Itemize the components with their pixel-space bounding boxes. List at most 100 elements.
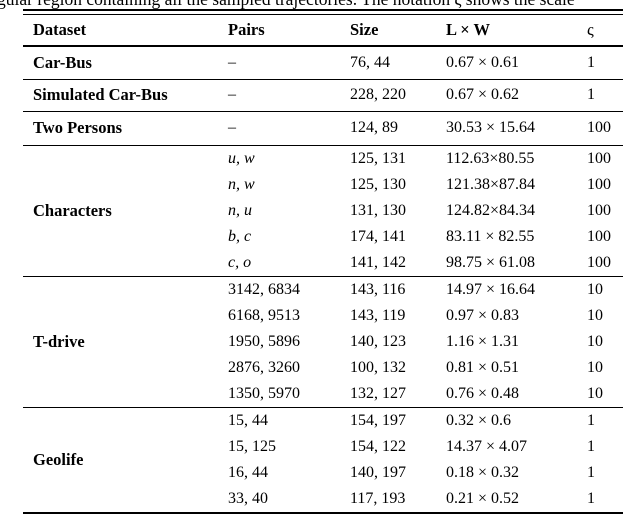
cell-scale: 10 xyxy=(587,384,603,402)
group-characters: Characters u, w 125, 131 112.63×80.55 10… xyxy=(23,146,623,276)
cell-lw: 0.67 × 0.62 xyxy=(446,86,520,103)
table-row: 16, 44 140, 197 0.18 × 0.32 1 xyxy=(228,460,623,486)
cell-scale: 1 xyxy=(587,411,595,429)
cell-scale: 10 xyxy=(587,358,603,376)
cell-lw: 1.16 × 1.31 xyxy=(446,332,520,350)
cell-scale: 100 xyxy=(587,201,611,219)
dataset-label: Simulated Car-Bus xyxy=(33,85,168,104)
section-rule xyxy=(23,110,623,112)
cell-pairs: n, w xyxy=(228,175,255,193)
cell-pairs: – xyxy=(228,86,236,103)
table-row: 3142, 6834 143, 116 14.97 × 16.64 10 xyxy=(228,277,623,303)
cell-pairs: 1950, 5896 xyxy=(228,332,300,350)
table-row: 1350, 5970 132, 127 0.76 × 0.48 10 xyxy=(228,381,623,407)
cell-scale: 1 xyxy=(587,53,595,71)
table-row: – 124, 89 30.53 × 15.64 100 xyxy=(228,115,623,141)
cell-lw: 0.97 × 0.83 xyxy=(446,306,520,324)
cell-size: 131, 130 xyxy=(350,201,406,219)
cell-size: 154, 197 xyxy=(350,411,406,429)
cell-pairs: 15, 125 xyxy=(228,437,276,455)
dataset-label: Two Persons xyxy=(33,118,123,137)
cell-scale: 1 xyxy=(587,437,595,455)
group-two-persons: Two Persons – 124, 89 30.53 × 15.64 100 xyxy=(23,112,623,145)
cell-lw: 112.63×80.55 xyxy=(446,149,535,167)
cell-lw: 14.37 × 4.07 xyxy=(446,437,528,455)
header-scale: ς xyxy=(587,19,594,39)
cell-size: 228, 220 xyxy=(350,86,406,103)
section-rule xyxy=(23,406,623,408)
cell-pairs: 33, 40 xyxy=(228,489,268,507)
cell-lw: 0.18 × 0.32 xyxy=(446,463,520,481)
dataset-label: T-drive xyxy=(33,331,85,351)
cell-scale: 1 xyxy=(587,86,595,103)
table-bottom-rule xyxy=(23,511,623,514)
cell-pairs: b, c xyxy=(228,227,252,245)
cell-lw: 0.76 × 0.48 xyxy=(446,384,520,402)
cell-pairs: – xyxy=(228,53,236,71)
group-car-bus: Car-Bus – 76, 44 0.67 × 0.61 1 xyxy=(23,47,623,79)
table-row: 15, 44 154, 197 0.32 × 0.6 1 xyxy=(228,408,623,434)
cell-pairs: c, o xyxy=(228,253,252,271)
cell-pairs: 16, 44 xyxy=(228,463,268,481)
cell-lw: 0.32 × 0.6 xyxy=(446,411,512,429)
table-row: 1950, 5896 140, 123 1.16 × 1.31 10 xyxy=(228,329,623,355)
cell-lw: 30.53 × 15.64 xyxy=(446,119,536,136)
header-rule xyxy=(23,44,623,47)
cell-size: 125, 131 xyxy=(350,149,406,167)
cell-pairs: 6168, 9513 xyxy=(228,306,300,324)
table-row: 6168, 9513 143, 119 0.97 × 0.83 10 xyxy=(228,303,623,329)
section-rule xyxy=(23,144,623,146)
cell-lw: 121.38×87.84 xyxy=(446,175,536,193)
caption-fragment: gular region containing all the sampled … xyxy=(0,0,640,8)
cell-scale: 10 xyxy=(587,306,603,324)
section-rule xyxy=(23,78,623,80)
header-dataset: Dataset xyxy=(33,19,87,39)
cell-lw: 14.97 × 16.64 xyxy=(446,280,536,298)
table-header-row: Dataset Pairs Size L × W ς xyxy=(23,15,623,45)
cell-scale: 100 xyxy=(587,149,611,167)
cell-size: 140, 123 xyxy=(350,332,406,350)
group-simulated-car-bus: Simulated Car-Bus – 228, 220 0.67 × 0.62… xyxy=(23,80,623,111)
cell-pairs: 1350, 5970 xyxy=(228,384,300,402)
cell-scale: 100 xyxy=(587,253,611,271)
cell-pairs: 3142, 6834 xyxy=(228,280,300,298)
cell-scale: 100 xyxy=(587,227,611,245)
cell-size: 132, 127 xyxy=(350,384,406,402)
cell-pairs: – xyxy=(228,119,236,136)
group-t-drive: T-drive 3142, 6834 143, 116 14.97 × 16.6… xyxy=(23,277,623,407)
cell-size: 124, 89 xyxy=(350,119,398,136)
cell-size: 140, 197 xyxy=(350,463,406,481)
table-row: n, w 125, 130 121.38×87.84 100 xyxy=(228,172,623,198)
datasets-table: Dataset Pairs Size L × W ς Car-Bus – 76,… xyxy=(23,9,623,514)
dataset-label: Characters xyxy=(33,200,112,220)
cell-size: 141, 142 xyxy=(350,253,406,271)
table-row: u, w 125, 131 112.63×80.55 100 xyxy=(228,146,623,172)
cell-pairs: 2876, 3260 xyxy=(228,358,300,376)
table-row: b, c 174, 141 83.11 × 82.55 100 xyxy=(228,224,623,250)
cell-scale: 100 xyxy=(587,119,611,136)
cell-lw: 0.21 × 0.52 xyxy=(446,489,520,507)
cell-lw: 83.11 × 82.55 xyxy=(446,227,535,245)
table-top-rule xyxy=(23,9,623,15)
section-rule xyxy=(23,275,623,277)
cell-size: 174, 141 xyxy=(350,227,406,245)
dataset-label: Geolife xyxy=(33,449,84,469)
table-row: 2876, 3260 100, 132 0.81 × 0.51 10 xyxy=(228,355,623,381)
cell-scale: 100 xyxy=(587,175,611,193)
group-geolife: Geolife 15, 44 154, 197 0.32 × 0.6 1 15,… xyxy=(23,408,623,512)
cell-pairs: u, w xyxy=(228,149,255,167)
cell-size: 154, 122 xyxy=(350,437,406,455)
header-pairs: Pairs xyxy=(228,19,265,39)
cell-scale: 1 xyxy=(587,489,595,507)
cell-size: 100, 132 xyxy=(350,358,406,376)
table-row: n, u 131, 130 124.82×84.34 100 xyxy=(228,198,623,224)
cell-lw: 0.67 × 0.61 xyxy=(446,53,520,71)
cell-size: 143, 119 xyxy=(350,306,406,324)
cell-scale: 10 xyxy=(587,280,603,298)
cell-size: 125, 130 xyxy=(350,175,406,193)
cell-pairs: 15, 44 xyxy=(228,411,268,429)
table-row: – 228, 220 0.67 × 0.62 1 xyxy=(228,82,623,108)
cell-lw: 98.75 × 61.08 xyxy=(446,253,536,271)
table-row: c, o 141, 142 98.75 × 61.08 100 xyxy=(228,250,623,276)
cell-size: 117, 193 xyxy=(350,489,406,507)
